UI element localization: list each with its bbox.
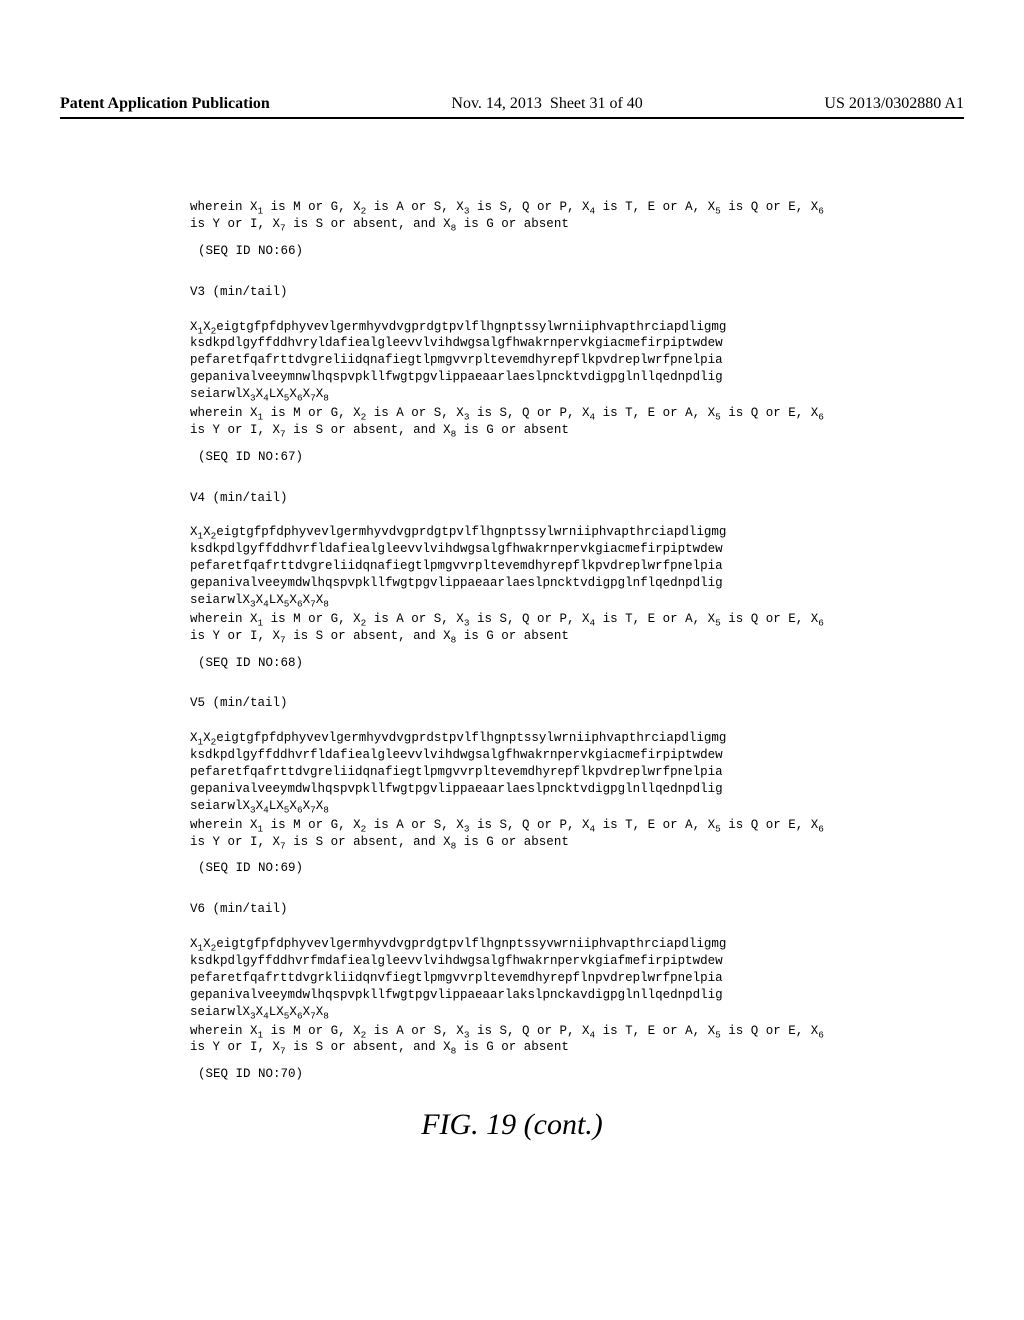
seq-line: pefaretfqafrttdvgreliidqnafiegtlpmgvvrpl… bbox=[190, 764, 834, 781]
seq-line: gepanivalveeymdwlhqspvpkllfwgtpgvlippaea… bbox=[190, 781, 834, 798]
seq-line: ksdkpdlgyffddhvrfldafiealgleevvlvihdwgsa… bbox=[190, 541, 834, 558]
seq-line: gepanivalveeymdwlhqspvpkllfwgtpgvlippaea… bbox=[190, 575, 834, 592]
seq-line: seiarwlX3X4LX5X6X7X8 bbox=[190, 1004, 834, 1021]
seq-block-69: V5 (min/tail) X1X2eigtgfpfdphyvevlgermhy… bbox=[190, 695, 834, 877]
seq-id: (SEQ ID NO:66) bbox=[190, 243, 834, 260]
patent-page: Patent Application Publication Nov. 14, … bbox=[0, 0, 1024, 1320]
seq-block-66: wherein X1 is M or G, X2 is A or S, X3 i… bbox=[190, 199, 834, 260]
seq-title: V6 (min/tail) bbox=[190, 901, 834, 918]
seq-id: (SEQ ID NO:67) bbox=[190, 449, 834, 466]
seq-block-68: V4 (min/tail) X1X2eigtgfpfdphyvevlgermhy… bbox=[190, 490, 834, 672]
seq-wherein: wherein X1 is M or G, X2 is A or S, X3 i… bbox=[190, 405, 834, 439]
seq-line: X1X2eigtgfpfdphyvevlgermhyvdvgprdstpvlfl… bbox=[190, 730, 834, 747]
seq-line: pefaretfqafrttdvgrkliidqnvfiegtlpmgvvrpl… bbox=[190, 970, 834, 987]
seq-title: V4 (min/tail) bbox=[190, 490, 834, 507]
header-publication-type: Patent Application Publication bbox=[60, 95, 270, 113]
sequence-content: wherein X1 is M or G, X2 is A or S, X3 i… bbox=[60, 199, 964, 1146]
header-date-sheet: Nov. 14, 2013 Sheet 31 of 40 bbox=[451, 95, 642, 113]
seq-wherein: wherein X1 is M or G, X2 is A or S, X3 i… bbox=[190, 199, 834, 233]
seq-line: X1X2eigtgfpfdphyvevlgermhyvdvgprdgtpvlfl… bbox=[190, 319, 834, 336]
seq-wherein: wherein X1 is M or G, X2 is A or S, X3 i… bbox=[190, 817, 834, 851]
seq-id: (SEQ ID NO:69) bbox=[190, 860, 834, 877]
seq-id: (SEQ ID NO:70) bbox=[190, 1066, 834, 1083]
seq-block-70: V6 (min/tail) X1X2eigtgfpfdphyvevlgermhy… bbox=[190, 901, 834, 1083]
seq-line: ksdkpdlgyffddhvrfldafiealgleevvlvihdwgsa… bbox=[190, 747, 834, 764]
seq-line: gepanivalveeymnwlhqspvpkllfwgtpgvlippaea… bbox=[190, 369, 834, 386]
seq-line: seiarwlX3X4LX5X6X7X8 bbox=[190, 592, 834, 609]
seq-line: seiarwlX3X4LX5X6X7X8 bbox=[190, 798, 834, 815]
seq-line: pefaretfqafrttdvgreliidqnafiegtlpmgvvrpl… bbox=[190, 352, 834, 369]
seq-wherein: wherein X1 is M or G, X2 is A or S, X3 i… bbox=[190, 611, 834, 645]
seq-line: ksdkpdlgyffddhvrfmdafiealgleevvlvihdwgsa… bbox=[190, 953, 834, 970]
seq-line: ksdkpdlgyffddhvryldafiealgleevvlvihdwgsa… bbox=[190, 335, 834, 352]
seq-id: (SEQ ID NO:68) bbox=[190, 655, 834, 672]
seq-block-67: V3 (min/tail) X1X2eigtgfpfdphyvevlgermhy… bbox=[190, 284, 834, 466]
header-publication-number: US 2013/0302880 A1 bbox=[824, 95, 964, 113]
header-sheet: Sheet 31 of 40 bbox=[550, 95, 643, 112]
seq-line: X1X2eigtgfpfdphyvevlgermhyvdvgprdgtpvlfl… bbox=[190, 524, 834, 541]
seq-line: pefaretfqafrttdvgreliidqnafiegtlpmgvvrpl… bbox=[190, 558, 834, 575]
header-date: Nov. 14, 2013 bbox=[451, 95, 542, 112]
figure-caption: FIG. 19 (cont.) bbox=[190, 1105, 834, 1146]
seq-line: X1X2eigtgfpfdphyvevlgermhyvdvgprdgtpvlfl… bbox=[190, 936, 834, 953]
page-header: Patent Application Publication Nov. 14, … bbox=[60, 95, 964, 119]
seq-line: seiarwlX3X4LX5X6X7X8 bbox=[190, 386, 834, 403]
seq-title: V3 (min/tail) bbox=[190, 284, 834, 301]
seq-wherein: wherein X1 is M or G, X2 is A or S, X3 i… bbox=[190, 1023, 834, 1057]
seq-title: V5 (min/tail) bbox=[190, 695, 834, 712]
seq-line: gepanivalveeymdwlhqspvpkllfwgtpgvlippaea… bbox=[190, 987, 834, 1004]
